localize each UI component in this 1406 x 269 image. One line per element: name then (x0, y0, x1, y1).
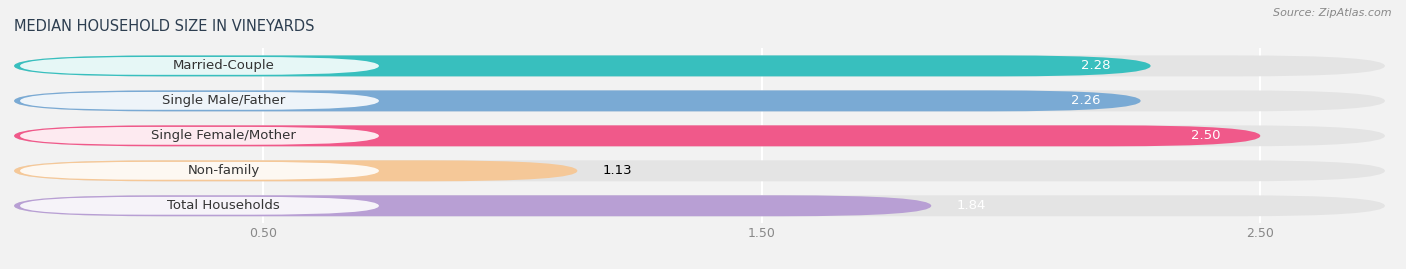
FancyBboxPatch shape (14, 125, 1260, 146)
FancyBboxPatch shape (20, 127, 380, 145)
Text: 2.28: 2.28 (1081, 59, 1111, 72)
Text: MEDIAN HOUSEHOLD SIZE IN VINEYARDS: MEDIAN HOUSEHOLD SIZE IN VINEYARDS (14, 19, 315, 34)
Text: 2.26: 2.26 (1071, 94, 1101, 107)
Text: Single Female/Mother: Single Female/Mother (150, 129, 295, 142)
Text: 1.13: 1.13 (602, 164, 631, 177)
FancyBboxPatch shape (14, 160, 578, 181)
FancyBboxPatch shape (20, 162, 380, 180)
FancyBboxPatch shape (14, 195, 931, 216)
Text: Non-family: Non-family (187, 164, 260, 177)
FancyBboxPatch shape (20, 57, 380, 75)
FancyBboxPatch shape (14, 55, 1385, 76)
Text: Source: ZipAtlas.com: Source: ZipAtlas.com (1274, 8, 1392, 18)
FancyBboxPatch shape (20, 92, 380, 110)
Text: Single Male/Father: Single Male/Father (162, 94, 285, 107)
Text: Married-Couple: Married-Couple (173, 59, 274, 72)
FancyBboxPatch shape (14, 125, 1385, 146)
FancyBboxPatch shape (14, 55, 1150, 76)
Text: 1.84: 1.84 (956, 199, 986, 212)
FancyBboxPatch shape (14, 195, 1385, 216)
Text: 2.50: 2.50 (1191, 129, 1220, 142)
FancyBboxPatch shape (20, 197, 380, 215)
FancyBboxPatch shape (14, 160, 1385, 181)
FancyBboxPatch shape (14, 90, 1140, 111)
FancyBboxPatch shape (14, 90, 1385, 111)
Text: Total Households: Total Households (167, 199, 280, 212)
